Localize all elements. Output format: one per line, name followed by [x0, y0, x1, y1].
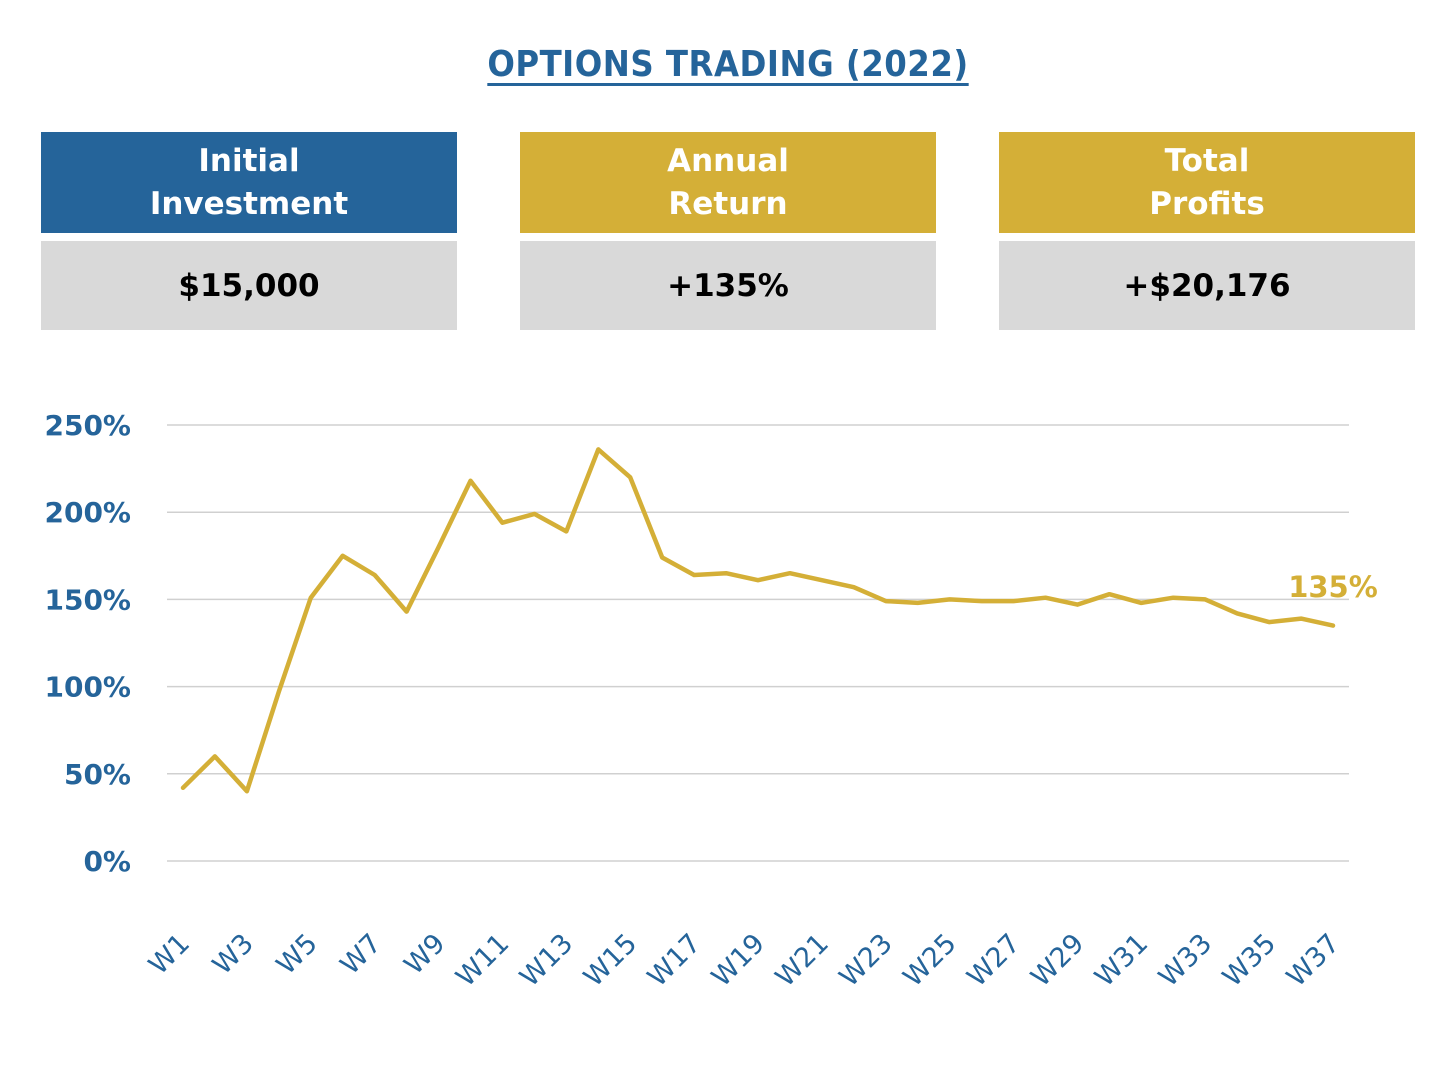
x-tick-label: W7	[335, 928, 388, 981]
y-axis-ticks: 0% 50% 100% 150% 200% 250%	[44, 409, 131, 878]
y-tick-label: 250%	[44, 409, 131, 442]
x-tick-label: W33	[1153, 928, 1218, 993]
x-tick-label: W17	[642, 928, 707, 993]
end-value-label: 135%	[1288, 570, 1378, 604]
x-axis-ticks: W1 W3 W5 W7 W9W11W13W15W17W19W21W23W25W27W29…	[143, 928, 1346, 993]
card-value: +135%	[520, 241, 936, 330]
x-tick-label: W5	[271, 928, 324, 981]
x-tick-label: W31	[1089, 928, 1154, 993]
card-header-line2: Profits	[1149, 185, 1265, 222]
series-layer	[180, 447, 1336, 794]
x-tick-label: W27	[961, 928, 1026, 993]
x-tick-label: W3	[207, 928, 260, 981]
series-line	[180, 447, 1336, 794]
x-tick-label: W19	[706, 928, 771, 993]
y-tick-label: 50%	[64, 758, 131, 791]
annual-return-card: Annual Return +135%	[520, 132, 936, 330]
x-tick-label: W15	[578, 928, 643, 993]
card-header-line2: Investment	[149, 185, 349, 222]
x-tick-label: W1	[143, 928, 196, 981]
card-header-line2: Return	[668, 185, 788, 222]
card-value: $15,000	[41, 241, 457, 330]
x-tick-label: W9	[399, 928, 452, 981]
y-tick-label: 150%	[44, 583, 131, 616]
y-tick-label: 0%	[83, 845, 131, 878]
x-tick-label: W25	[898, 928, 963, 993]
card-value: +$20,176	[999, 241, 1415, 330]
x-tick-label: W13	[514, 928, 579, 993]
card-header-line1: Total	[1164, 142, 1250, 179]
x-tick-label: W21	[770, 928, 835, 993]
x-tick-label: W23	[834, 928, 899, 993]
x-tick-label: W35	[1217, 928, 1282, 993]
x-tick-label: W37	[1281, 928, 1346, 993]
page-title: OPTIONS TRADING (2022)	[487, 44, 969, 85]
y-tick-label: 200%	[44, 496, 131, 529]
x-tick-label: W29	[1025, 928, 1090, 993]
card-header: Initial Investment	[41, 132, 457, 233]
gridlines	[167, 424, 1349, 862]
card-header: Annual Return	[520, 132, 936, 233]
y-tick-label: 100%	[44, 671, 131, 704]
card-header-line1: Initial	[198, 142, 300, 179]
card-header: Total Profits	[999, 132, 1415, 233]
initial-investment-card: Initial Investment $15,000	[41, 132, 457, 330]
card-header-line1: Annual	[667, 142, 789, 179]
total-profits-card: Total Profits +$20,176	[999, 132, 1415, 330]
x-tick-label: W11	[450, 928, 515, 993]
